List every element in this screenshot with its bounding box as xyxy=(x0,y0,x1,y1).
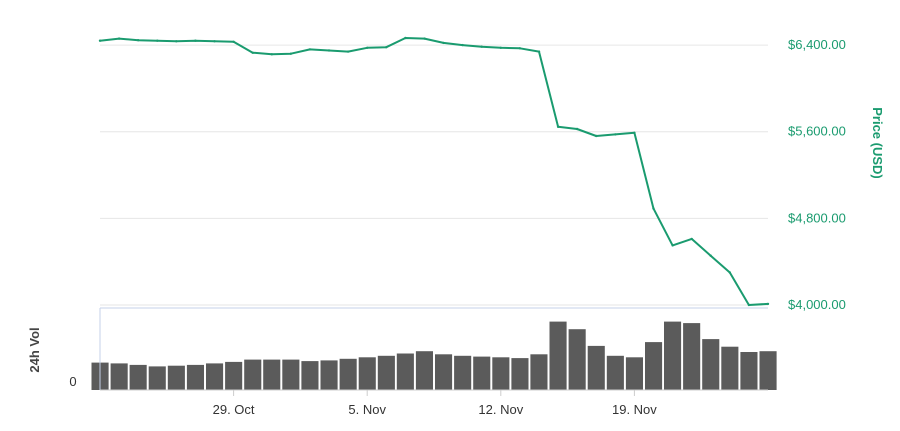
price-point xyxy=(423,37,426,40)
price-point xyxy=(709,254,712,257)
volume-bars xyxy=(91,321,777,390)
price-tick-label: $6,400.00 xyxy=(788,37,846,52)
price-axis-title: Price (USD) xyxy=(870,107,885,179)
volume-bar xyxy=(587,345,605,390)
price-point xyxy=(442,41,445,45)
price-point xyxy=(461,43,464,47)
price-point xyxy=(404,36,407,40)
volume-bar xyxy=(625,357,643,390)
price-point xyxy=(213,40,216,43)
volume-bar xyxy=(606,355,624,390)
price-point xyxy=(480,45,483,48)
price-point xyxy=(747,303,751,307)
price-point xyxy=(346,50,350,53)
price-tick-label: $4,800.00 xyxy=(788,210,846,225)
volume-bar xyxy=(339,358,357,390)
price-point xyxy=(537,50,541,53)
volume-bar xyxy=(320,360,338,390)
x-tick-label: 19. Nov xyxy=(612,402,657,417)
volume-bar xyxy=(263,359,281,390)
volume-bar xyxy=(301,361,319,390)
price-line xyxy=(99,37,769,306)
price-point xyxy=(614,133,617,136)
volume-bar xyxy=(225,361,243,390)
price-point xyxy=(137,39,140,42)
volume-bar xyxy=(435,354,453,390)
volume-bar xyxy=(549,321,567,390)
price-point xyxy=(518,47,522,50)
volume-bar xyxy=(702,339,720,390)
x-tick-label: 29. Oct xyxy=(213,402,255,417)
x-tick-label: 12. Nov xyxy=(478,402,523,417)
volume-bar xyxy=(110,363,128,390)
price-point xyxy=(690,237,693,241)
volume-bar xyxy=(473,356,491,390)
price-point xyxy=(232,40,235,43)
volume-bar xyxy=(358,357,376,390)
volume-bar xyxy=(664,321,682,390)
volume-bar xyxy=(683,323,701,390)
price-series xyxy=(98,36,770,307)
price-point xyxy=(671,244,674,247)
price-point xyxy=(652,207,655,210)
price-point xyxy=(766,302,770,306)
price-point xyxy=(595,134,598,138)
price-point xyxy=(251,51,254,54)
volume-bar xyxy=(511,358,529,390)
price-point xyxy=(728,271,731,274)
price-point xyxy=(499,46,502,49)
volume-bar xyxy=(377,355,395,390)
volume-bar xyxy=(568,329,586,390)
price-point xyxy=(385,46,388,49)
volume-bar xyxy=(740,352,758,390)
axes xyxy=(99,307,768,396)
volume-axis-title: 24h Vol xyxy=(27,327,42,372)
price-point xyxy=(98,39,102,42)
axis-labels: $4,000.00 $4,800.00 $5,600.00 $6,400.00 Pric… xyxy=(27,37,885,417)
volume-bar xyxy=(396,353,414,390)
volume-bar xyxy=(282,359,300,390)
volume-bar xyxy=(244,359,262,390)
price-point xyxy=(289,52,293,55)
price-tick-label: $5,600.00 xyxy=(788,124,846,139)
price-point xyxy=(575,127,579,131)
price-point xyxy=(156,39,159,42)
volume-bar xyxy=(759,351,777,390)
volume-bar xyxy=(186,364,204,390)
volume-bar xyxy=(206,363,224,390)
price-point xyxy=(194,39,197,42)
volume-bar xyxy=(645,342,663,390)
price-gridlines xyxy=(100,44,768,306)
volume-bar xyxy=(492,357,510,390)
price-tick-label: $4,000.00 xyxy=(788,297,846,312)
price-point xyxy=(366,46,369,49)
price-point xyxy=(175,40,178,43)
price-point xyxy=(308,48,312,51)
volume-bar xyxy=(454,355,472,390)
price-point xyxy=(633,131,636,134)
price-point xyxy=(327,49,331,52)
volume-bar xyxy=(721,346,739,390)
volume-bar xyxy=(129,364,147,390)
volume-zero-label: 0 xyxy=(69,374,76,389)
volume-bar xyxy=(530,354,548,390)
volume-bar xyxy=(167,365,185,390)
x-tick-label: 5. Nov xyxy=(348,402,386,417)
price-point xyxy=(556,125,560,128)
price-point xyxy=(117,37,121,40)
volume-bar xyxy=(415,351,433,390)
price-point xyxy=(270,53,273,56)
volume-bar xyxy=(148,366,166,390)
